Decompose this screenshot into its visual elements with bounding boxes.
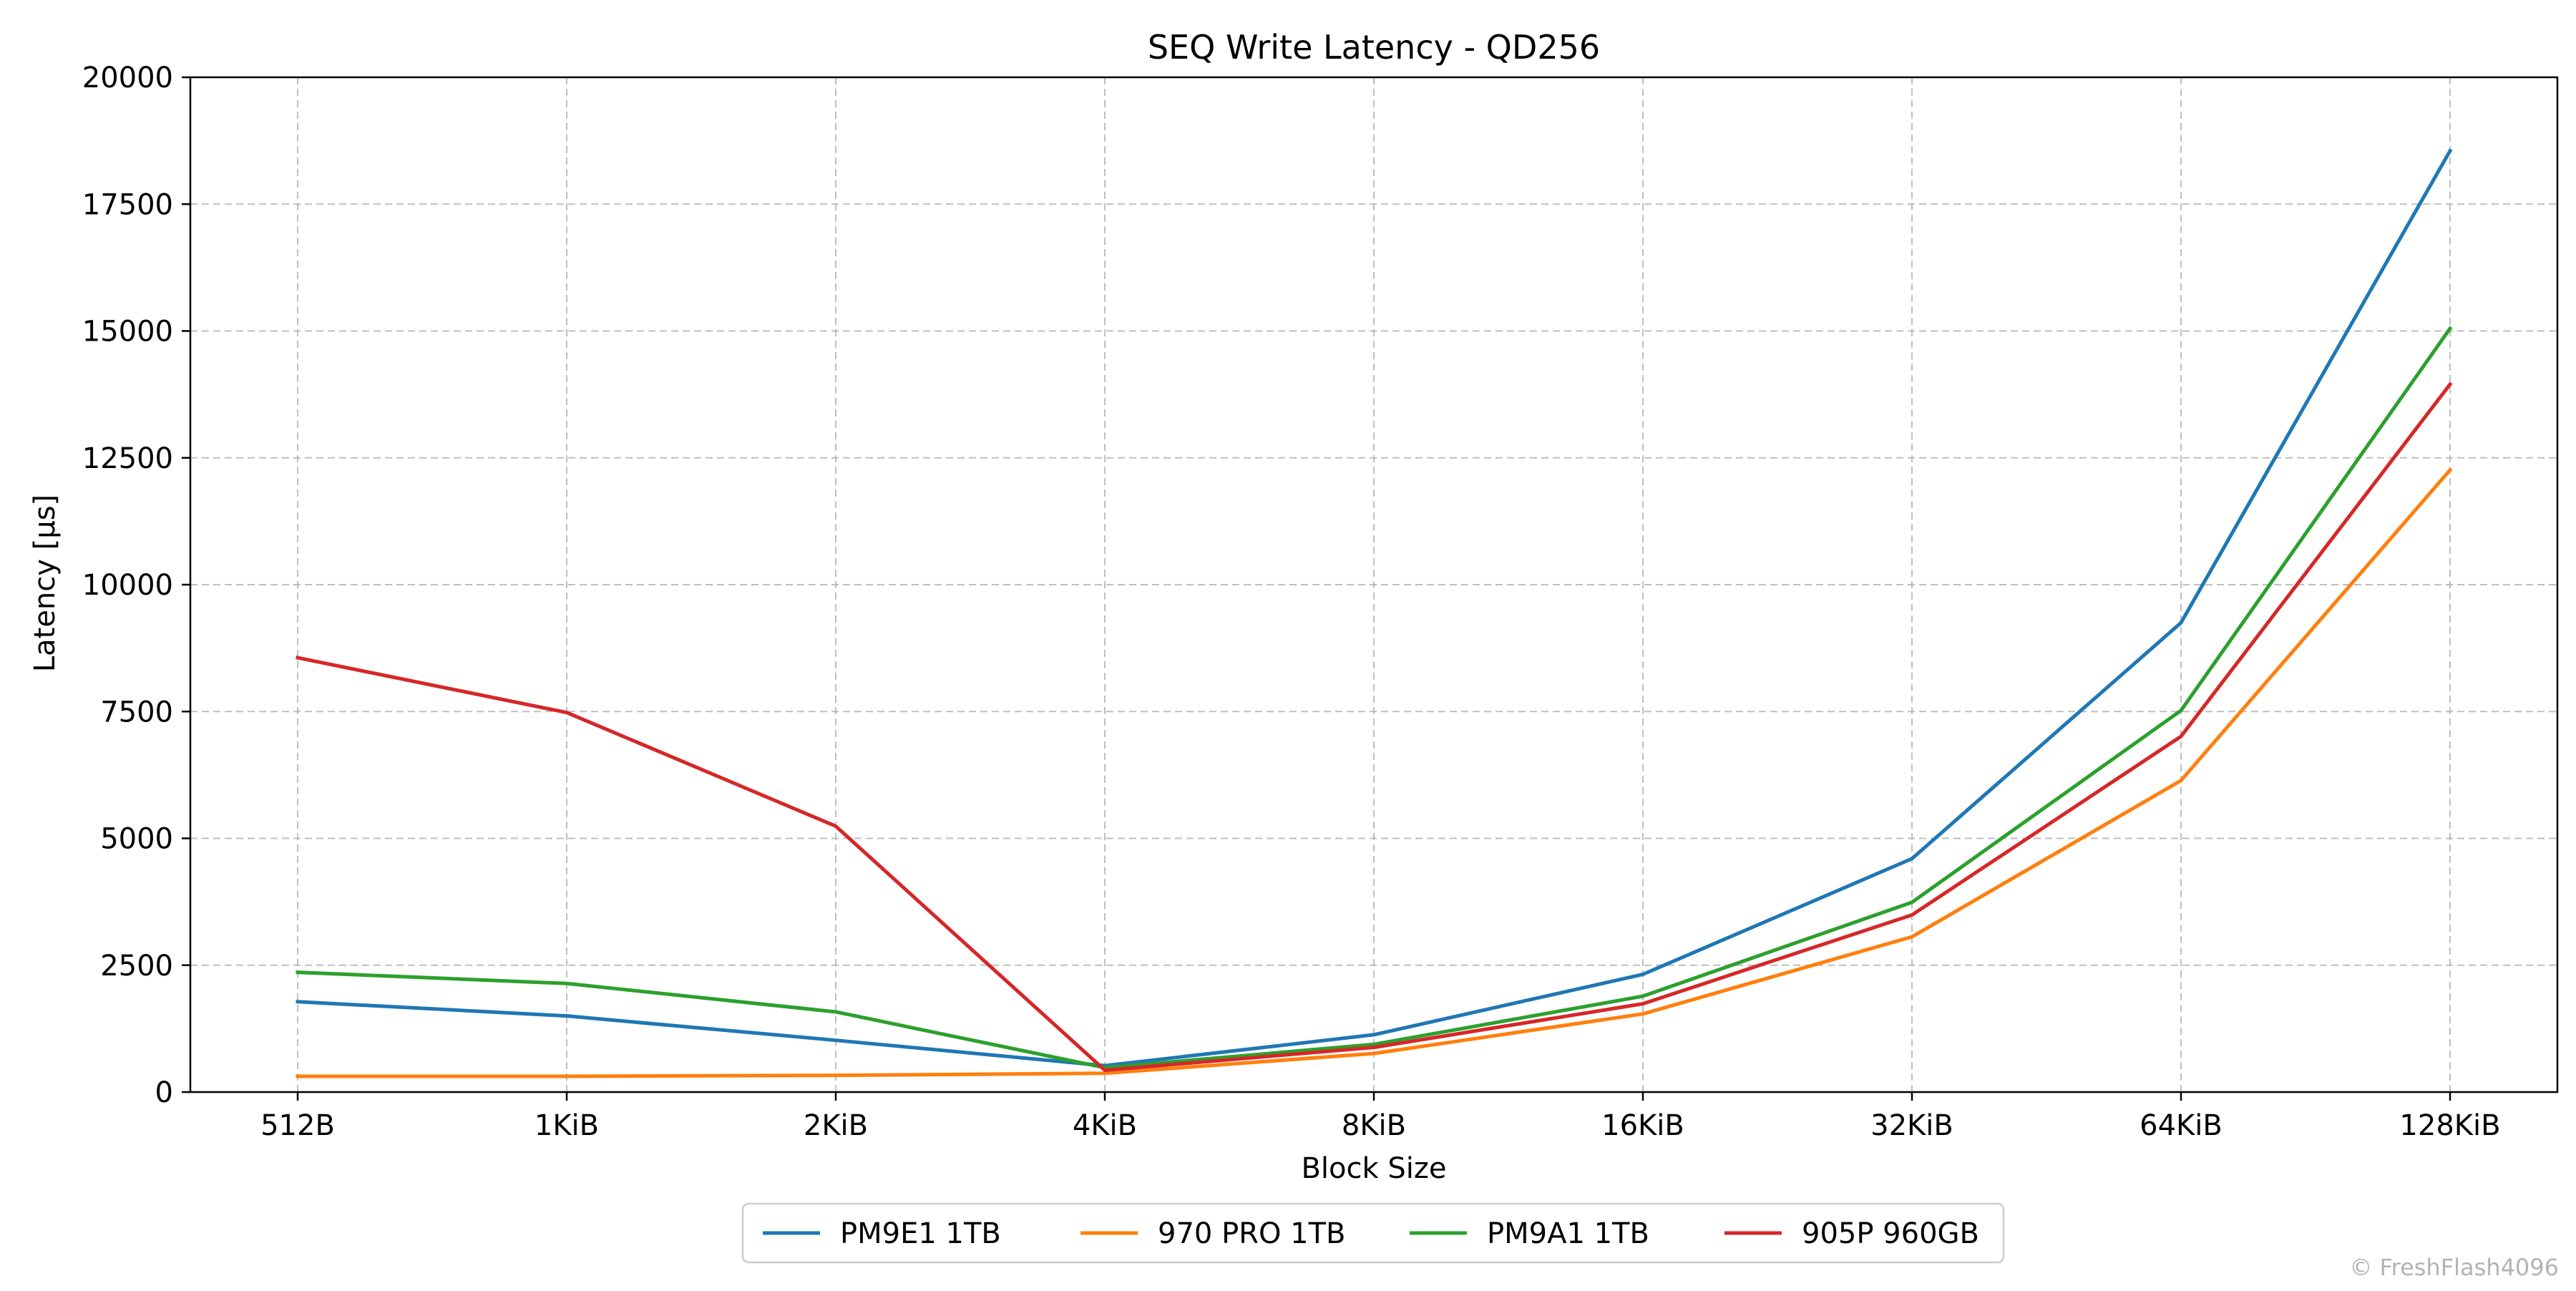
legend-label-3: 905P 960GB [1802, 1217, 1979, 1250]
series-line-3 [296, 381, 2453, 1073]
x-tick-label: 1KiB [535, 1109, 599, 1142]
series-line-0 [296, 148, 2453, 1068]
legend-label-0: PM9E1 1TB [840, 1217, 1001, 1250]
series-line-2 [296, 326, 2453, 1070]
x-tick-label: 2KiB [804, 1109, 868, 1142]
x-tick-label: 8KiB [1342, 1109, 1406, 1142]
series-layer [296, 148, 2453, 1078]
legend-label-1: 970 PRO 1TB [1158, 1217, 1346, 1250]
y-tick-label: 5000 [100, 823, 173, 856]
x-tick-label: 64KiB [2140, 1109, 2223, 1142]
x-tick-label: 4KiB [1073, 1109, 1137, 1142]
x-tick-label: 512B [260, 1109, 335, 1142]
x-tick-label: 32KiB [1870, 1109, 1953, 1142]
y-tick-label: 12500 [82, 442, 173, 475]
y-tick-label: 10000 [82, 569, 173, 602]
y-tick-label: 0 [155, 1076, 173, 1109]
y-tick-label: 2500 [100, 950, 173, 983]
y-axis-label: Latency [µs] [29, 495, 62, 672]
y-tick-label: 17500 [82, 188, 173, 221]
y-tick-label: 15000 [82, 316, 173, 349]
series-line-1 [296, 467, 2453, 1078]
legend-items: PM9E1 1TB 970 PRO 1TB PM9A1 1TB 905P 960GB [763, 1217, 1979, 1250]
chart-title: SEQ Write Latency - QD256 [1148, 28, 1600, 67]
x-tick-label: 16KiB [1601, 1109, 1684, 1142]
legend-label-2: PM9A1 1TB [1487, 1217, 1649, 1250]
y-axis: 0 2500 5000 7500 10000 12500 15000 17500 20000 [82, 62, 190, 1109]
y-tick-label: 7500 [100, 696, 173, 729]
x-tick-label: 128KiB [2399, 1109, 2500, 1142]
legend-box [741, 1202, 2005, 1264]
x-axis-label: Block Size [1301, 1152, 1446, 1185]
y-tick-label: 20000 [82, 62, 173, 94]
x-axis: 512B 1KiB 2KiB 4KiB 8KiB 16KiB 32KiB 64KiB 128Ki… [260, 1092, 2501, 1142]
watermark: © FreshFlash4096 [2349, 1254, 2559, 1281]
legend: PM9E1 1TB 970 PRO 1TB PM9A1 1TB 905P 960GB [741, 1202, 2005, 1264]
